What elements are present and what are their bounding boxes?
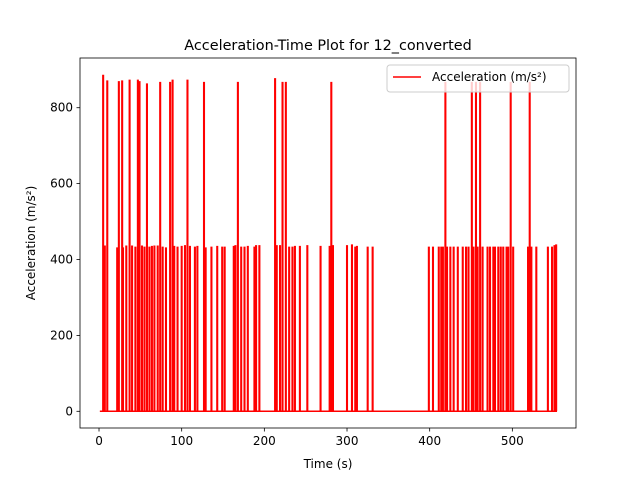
legend: Acceleration (m/s²) (386, 64, 570, 93)
y-axis: 0 200 400 600 800 (50, 101, 80, 418)
legend-box (386, 64, 570, 93)
x-axis-label: Time (s) (303, 457, 353, 471)
y-tick-label: 600 (50, 177, 73, 191)
y-tick-label: 400 (50, 253, 73, 267)
series-line (99, 74, 558, 413)
y-tick-label: 0 (65, 404, 73, 418)
series-layer (99, 74, 558, 413)
chart-title: Acceleration-Time Plot for 12_converted (184, 38, 471, 54)
y-tick-label: 800 (50, 101, 73, 115)
x-tick-label: 100 (170, 434, 193, 448)
x-tick-label: 200 (253, 434, 276, 448)
x-axis: 0 100 200 300 400 500 (95, 428, 524, 448)
y-tick-label: 200 (50, 328, 73, 342)
legend-entry-label: Acceleration (m/s²) (432, 70, 547, 84)
y-axis-label: Acceleration (m/s²) (24, 186, 38, 301)
x-tick-label: 500 (501, 434, 524, 448)
x-tick-label: 300 (336, 434, 359, 448)
x-tick-label: 400 (418, 434, 441, 448)
plot-frame (79, 57, 577, 429)
x-tick-label: 0 (95, 434, 103, 448)
